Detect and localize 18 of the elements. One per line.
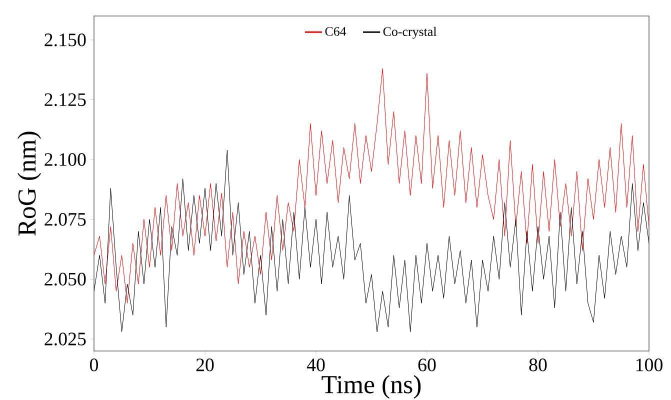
y-axis-title: RoG (nm)	[18, 132, 42, 236]
legend-label: Co-crystal	[383, 26, 437, 39]
line-series	[94, 150, 650, 332]
legend-label: C64	[325, 27, 346, 36]
line-series	[94, 68, 650, 304]
y-tick-label: 2.075	[44, 212, 86, 226]
y-tick-label: 2.025	[44, 332, 86, 346]
x-tick-label: 100	[636, 358, 662, 372]
x-axis-title: Time (ns)	[322, 375, 421, 399]
y-tick-label: 2.050	[44, 272, 86, 286]
x-tick-label: 0	[90, 358, 98, 372]
x-tick-label: 40	[306, 358, 325, 372]
x-tick-label: 60	[418, 358, 436, 372]
y-tick-label: 2.150	[44, 34, 86, 46]
y-tick-label: 2.125	[44, 93, 86, 106]
x-tick-label: 20	[196, 358, 214, 372]
y-tick-label: 2.100	[44, 153, 86, 166]
x-tick-label: 80	[529, 358, 547, 372]
